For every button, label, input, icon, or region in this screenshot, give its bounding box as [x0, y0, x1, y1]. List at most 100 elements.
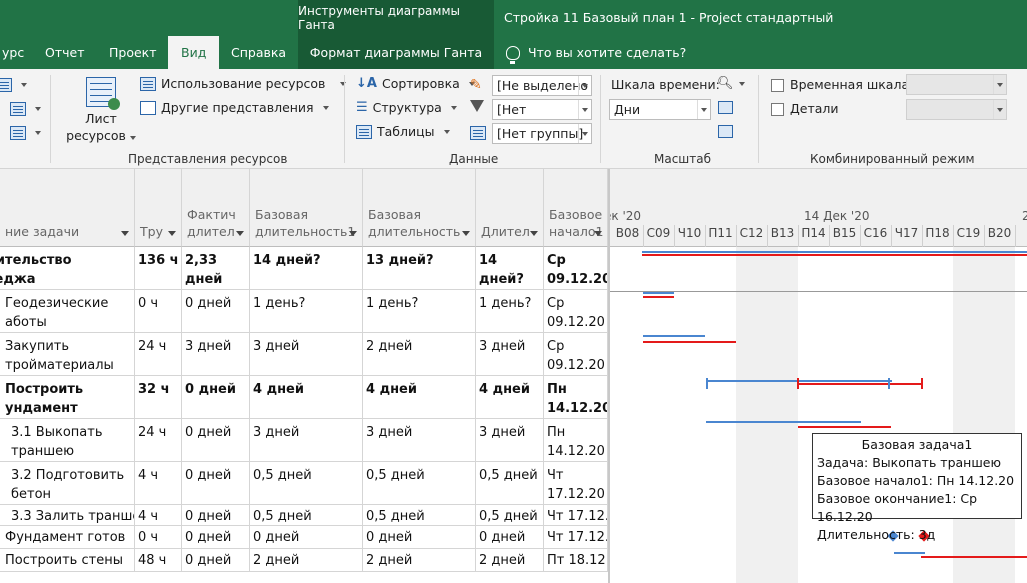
cell-baseline1-start[interactable]: Ср 09.12.20: [544, 247, 608, 290]
cell-baseline1-start[interactable]: Ср 09.12.20: [544, 333, 608, 376]
cell-name[interactable]: Построить стены: [0, 549, 135, 572]
cell-baseline1-duration[interactable]: 2 дней: [250, 549, 363, 572]
cell-actual-duration[interactable]: 3 дней: [182, 333, 250, 376]
cell-baseline1-start[interactable]: Ср 09.12.20: [544, 290, 608, 333]
task-views-icon-1[interactable]: [0, 78, 27, 92]
tab-gantt-format[interactable]: Формат диаграммы Ганта: [298, 36, 494, 69]
baseline-bar[interactable]: [643, 292, 674, 294]
cell-duration[interactable]: 3 дней: [476, 333, 544, 376]
cell-baseline-duration[interactable]: 0 дней: [363, 526, 476, 549]
cell-actual-duration[interactable]: 0 дней: [182, 505, 250, 526]
cell-baseline-duration[interactable]: 0,5 дней: [363, 462, 476, 505]
cell-baseline-duration[interactable]: 1 день?: [363, 290, 476, 333]
cell-work[interactable]: 136 ч: [135, 247, 182, 290]
selected-tasks-icon[interactable]: [718, 125, 733, 138]
group-combo[interactable]: [Нет группы]: [492, 123, 592, 144]
cell-baseline1-duration[interactable]: 0 дней: [250, 526, 363, 549]
cell-work[interactable]: 32 ч: [135, 376, 182, 419]
tab-resource[interactable]: урс: [2, 45, 25, 60]
baseline-bar[interactable]: [643, 335, 705, 337]
cell-baseline1-duration[interactable]: 3 дней: [250, 333, 363, 376]
tell-me-box[interactable]: Что вы хотите сделать?: [506, 36, 686, 69]
col-header-baseline1-start[interactable]: Базовое начало1: [544, 169, 608, 247]
other-views-button[interactable]: Другие представления: [140, 100, 329, 115]
cell-work[interactable]: 48 ч: [135, 549, 182, 572]
cell-name[interactable]: 3.2 Подготовить бетон: [0, 462, 135, 505]
col-header-baseline1-duration[interactable]: Базовая длительность1: [250, 169, 363, 247]
cell-baseline-duration[interactable]: 4 дней: [363, 376, 476, 419]
cell-duration[interactable]: 4 дней: [476, 376, 544, 419]
baseline-bar[interactable]: [706, 421, 861, 423]
cell-baseline1-start[interactable]: Чт 17.12.20: [544, 462, 608, 505]
col-header-name[interactable]: ние задачи: [0, 169, 135, 247]
task-bar[interactable]: [643, 296, 674, 298]
details-checkbox[interactable]: [771, 103, 784, 116]
cell-baseline1-start[interactable]: Чт 17.12.2: [544, 526, 608, 549]
tab-project[interactable]: Проект: [109, 45, 157, 60]
tab-report[interactable]: Отчет: [45, 45, 85, 60]
col-header-actual-duration[interactable]: Фактич длител: [182, 169, 250, 247]
cell-duration[interactable]: 1 день?: [476, 290, 544, 333]
resource-usage-button[interactable]: Использование ресурсов: [140, 76, 347, 91]
cell-duration[interactable]: 3 дней: [476, 419, 544, 462]
cell-duration[interactable]: 0,5 дней: [476, 462, 544, 505]
tab-view[interactable]: Вид: [168, 36, 220, 69]
col-header-baseline-duration[interactable]: Базовая длительность: [363, 169, 476, 247]
col-header-work[interactable]: Тру: [135, 169, 182, 247]
cell-baseline1-start[interactable]: Пн 14.12.20: [544, 376, 608, 419]
timeline-checkbox[interactable]: [771, 79, 784, 92]
entire-project-icon[interactable]: [718, 101, 733, 114]
cell-baseline-duration[interactable]: 3 дней: [363, 419, 476, 462]
timeline-combo[interactable]: [906, 74, 1007, 95]
cell-actual-duration[interactable]: 0 дней: [182, 376, 250, 419]
cell-baseline1-start[interactable]: Пт 18.12.2: [544, 549, 608, 572]
cell-baseline1-start[interactable]: Пн 14.12.20: [544, 419, 608, 462]
timescale-combo[interactable]: Дни: [609, 99, 711, 120]
cell-work[interactable]: 24 ч: [135, 419, 182, 462]
cell-baseline-duration[interactable]: 0,5 дней: [363, 505, 476, 526]
cell-name[interactable]: 3.3 Залить транше: [0, 505, 135, 526]
cell-baseline1-duration[interactable]: 1 день?: [250, 290, 363, 333]
cell-actual-duration[interactable]: 0 дней: [182, 419, 250, 462]
cell-work[interactable]: 4 ч: [135, 505, 182, 526]
cell-actual-duration[interactable]: 0 дней: [182, 549, 250, 572]
project-summary-bar[interactable]: [642, 254, 1027, 256]
cell-actual-duration[interactable]: 2,33 дней: [182, 247, 250, 290]
cell-duration[interactable]: 0 дней: [476, 526, 544, 549]
cell-name[interactable]: Построить ундамент: [0, 376, 135, 419]
cell-actual-duration[interactable]: 0 дней: [182, 526, 250, 549]
task-bar[interactable]: [921, 556, 1027, 558]
tab-help[interactable]: Справка: [231, 45, 287, 60]
details-combo[interactable]: [906, 99, 1007, 120]
task-views-icon-2[interactable]: [10, 102, 41, 116]
tables-button[interactable]: Таблицы: [356, 124, 450, 139]
task-bar[interactable]: [643, 341, 736, 343]
cell-actual-duration[interactable]: 0 дней: [182, 290, 250, 333]
resource-sheet-button[interactable]: Лист ресурсов: [66, 75, 136, 151]
cell-name[interactable]: 3.1 Выкопать траншею: [0, 419, 135, 462]
cell-work[interactable]: 0 ч: [135, 526, 182, 549]
cell-baseline-duration[interactable]: 2 дней: [363, 549, 476, 572]
col-header-duration[interactable]: Длител: [476, 169, 544, 247]
task-bar[interactable]: [798, 426, 891, 428]
cell-name[interactable]: Геодезические аботы: [0, 290, 135, 333]
cell-name[interactable]: оительство теджа: [0, 247, 135, 290]
cell-work[interactable]: 0 ч: [135, 290, 182, 333]
summary-task-bar[interactable]: [797, 383, 923, 385]
cell-baseline1-duration[interactable]: 0,5 дней: [250, 505, 363, 526]
summary-baseline-bar[interactable]: [706, 380, 892, 382]
cell-baseline1-duration[interactable]: 4 дней: [250, 376, 363, 419]
task-views-icon-3[interactable]: [10, 126, 41, 140]
cell-work[interactable]: 24 ч: [135, 333, 182, 376]
cell-baseline-duration[interactable]: 2 дней: [363, 333, 476, 376]
cell-work[interactable]: 4 ч: [135, 462, 182, 505]
cell-name[interactable]: Фундамент готов: [0, 526, 135, 549]
cell-duration[interactable]: 14 дней?: [476, 247, 544, 290]
cell-baseline1-duration[interactable]: 14 дней?: [250, 247, 363, 290]
filter-combo[interactable]: [Нет фильтра]: [492, 99, 592, 136]
baseline-bar[interactable]: [894, 552, 925, 554]
cell-baseline1-duration[interactable]: 3 дней: [250, 419, 363, 462]
timescale-header[interactable]: ек '20 14 Дек '20 2 В08 С09 Ч10 П11 С12 В13 П1…: [610, 169, 1027, 247]
cell-name[interactable]: Закупить тройматериалы: [0, 333, 135, 376]
cell-baseline-duration[interactable]: 13 дней?: [363, 247, 476, 290]
